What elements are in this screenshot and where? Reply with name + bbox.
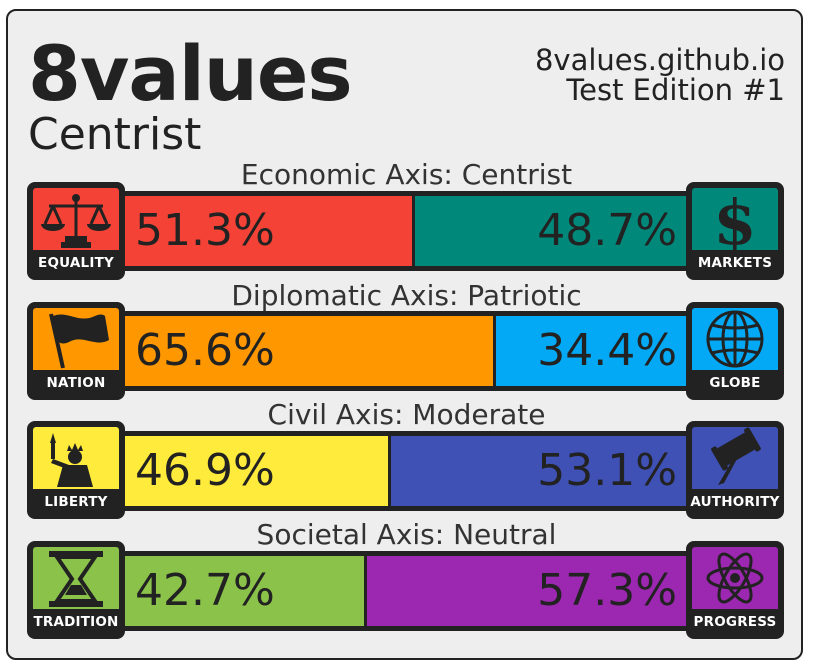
nation-value: 65.6% xyxy=(135,325,275,376)
hourglass-icon xyxy=(33,547,119,609)
progress-label: PROGRESS xyxy=(693,614,777,630)
ideology-result: Centrist xyxy=(28,109,202,160)
tradition-label: TRADITION xyxy=(33,614,119,630)
globe-value: 34.4% xyxy=(537,325,677,376)
tradition-value: 42.7% xyxy=(135,565,275,616)
markets-value: 48.7% xyxy=(537,205,677,256)
edition-label: Test Edition #1 xyxy=(566,73,785,107)
authority-label: AUTHORITY xyxy=(690,494,780,510)
economic-axis-bar: 51.3% 48.7% xyxy=(120,191,694,271)
scales-icon xyxy=(33,188,119,250)
diplomatic-left-segment: 65.6% xyxy=(125,316,493,386)
gavel-icon xyxy=(692,427,778,489)
tradition-icon-box: TRADITION xyxy=(27,541,125,639)
nation-label: NATION xyxy=(46,375,106,391)
economic-left-segment: 51.3% xyxy=(125,196,412,266)
liberty-icon-box: LIBERTY xyxy=(27,421,125,519)
progress-value: 57.3% xyxy=(537,565,677,616)
societal-left-segment: 42.7% xyxy=(125,556,364,626)
societal-right-segment: 57.3% xyxy=(367,556,689,626)
globe-icon-box: GLOBE xyxy=(686,302,784,400)
page-title: 8values xyxy=(28,29,353,118)
globe-icon xyxy=(692,308,778,370)
societal-axis-label: Societal Axis: Neutral xyxy=(256,518,557,551)
authority-icon-box: AUTHORITY xyxy=(686,421,784,519)
site-url: 8values.github.io xyxy=(534,43,785,77)
civil-axis-label: Civil Axis: Moderate xyxy=(267,398,546,431)
globe-label: GLOBE xyxy=(709,375,761,391)
economic-right-segment: 48.7% xyxy=(415,196,689,266)
societal-axis-bar: 42.7% 57.3% xyxy=(120,551,694,631)
diplomatic-right-segment: 34.4% xyxy=(496,316,689,386)
diplomatic-axis-label: Diplomatic Axis: Patriotic xyxy=(231,279,582,312)
statue-of-liberty-icon xyxy=(33,427,119,489)
equality-value: 51.3% xyxy=(135,205,275,256)
svg-text:$: $ xyxy=(713,188,756,250)
markets-label: MARKETS xyxy=(697,255,773,271)
authority-value: 53.1% xyxy=(537,445,677,496)
markets-icon-box: $ MARKETS xyxy=(686,182,784,280)
atom-icon xyxy=(692,547,778,609)
liberty-label: LIBERTY xyxy=(44,494,108,510)
equality-label: EQUALITY xyxy=(38,255,114,271)
progress-icon-box: PROGRESS xyxy=(686,541,784,639)
civil-axis-bar: 46.9% 53.1% xyxy=(120,431,694,511)
diplomatic-axis-bar: 65.6% 34.4% xyxy=(120,311,694,391)
civil-right-segment: 53.1% xyxy=(391,436,689,506)
nation-icon-box: NATION xyxy=(27,302,125,400)
economic-axis-label: Economic Axis: Centrist xyxy=(240,158,573,191)
equality-icon-box: EQUALITY xyxy=(27,182,125,280)
civil-left-segment: 46.9% xyxy=(125,436,388,506)
liberty-value: 46.9% xyxy=(135,445,275,496)
flag-icon xyxy=(33,308,119,370)
dollar-icon: $ xyxy=(692,188,778,250)
